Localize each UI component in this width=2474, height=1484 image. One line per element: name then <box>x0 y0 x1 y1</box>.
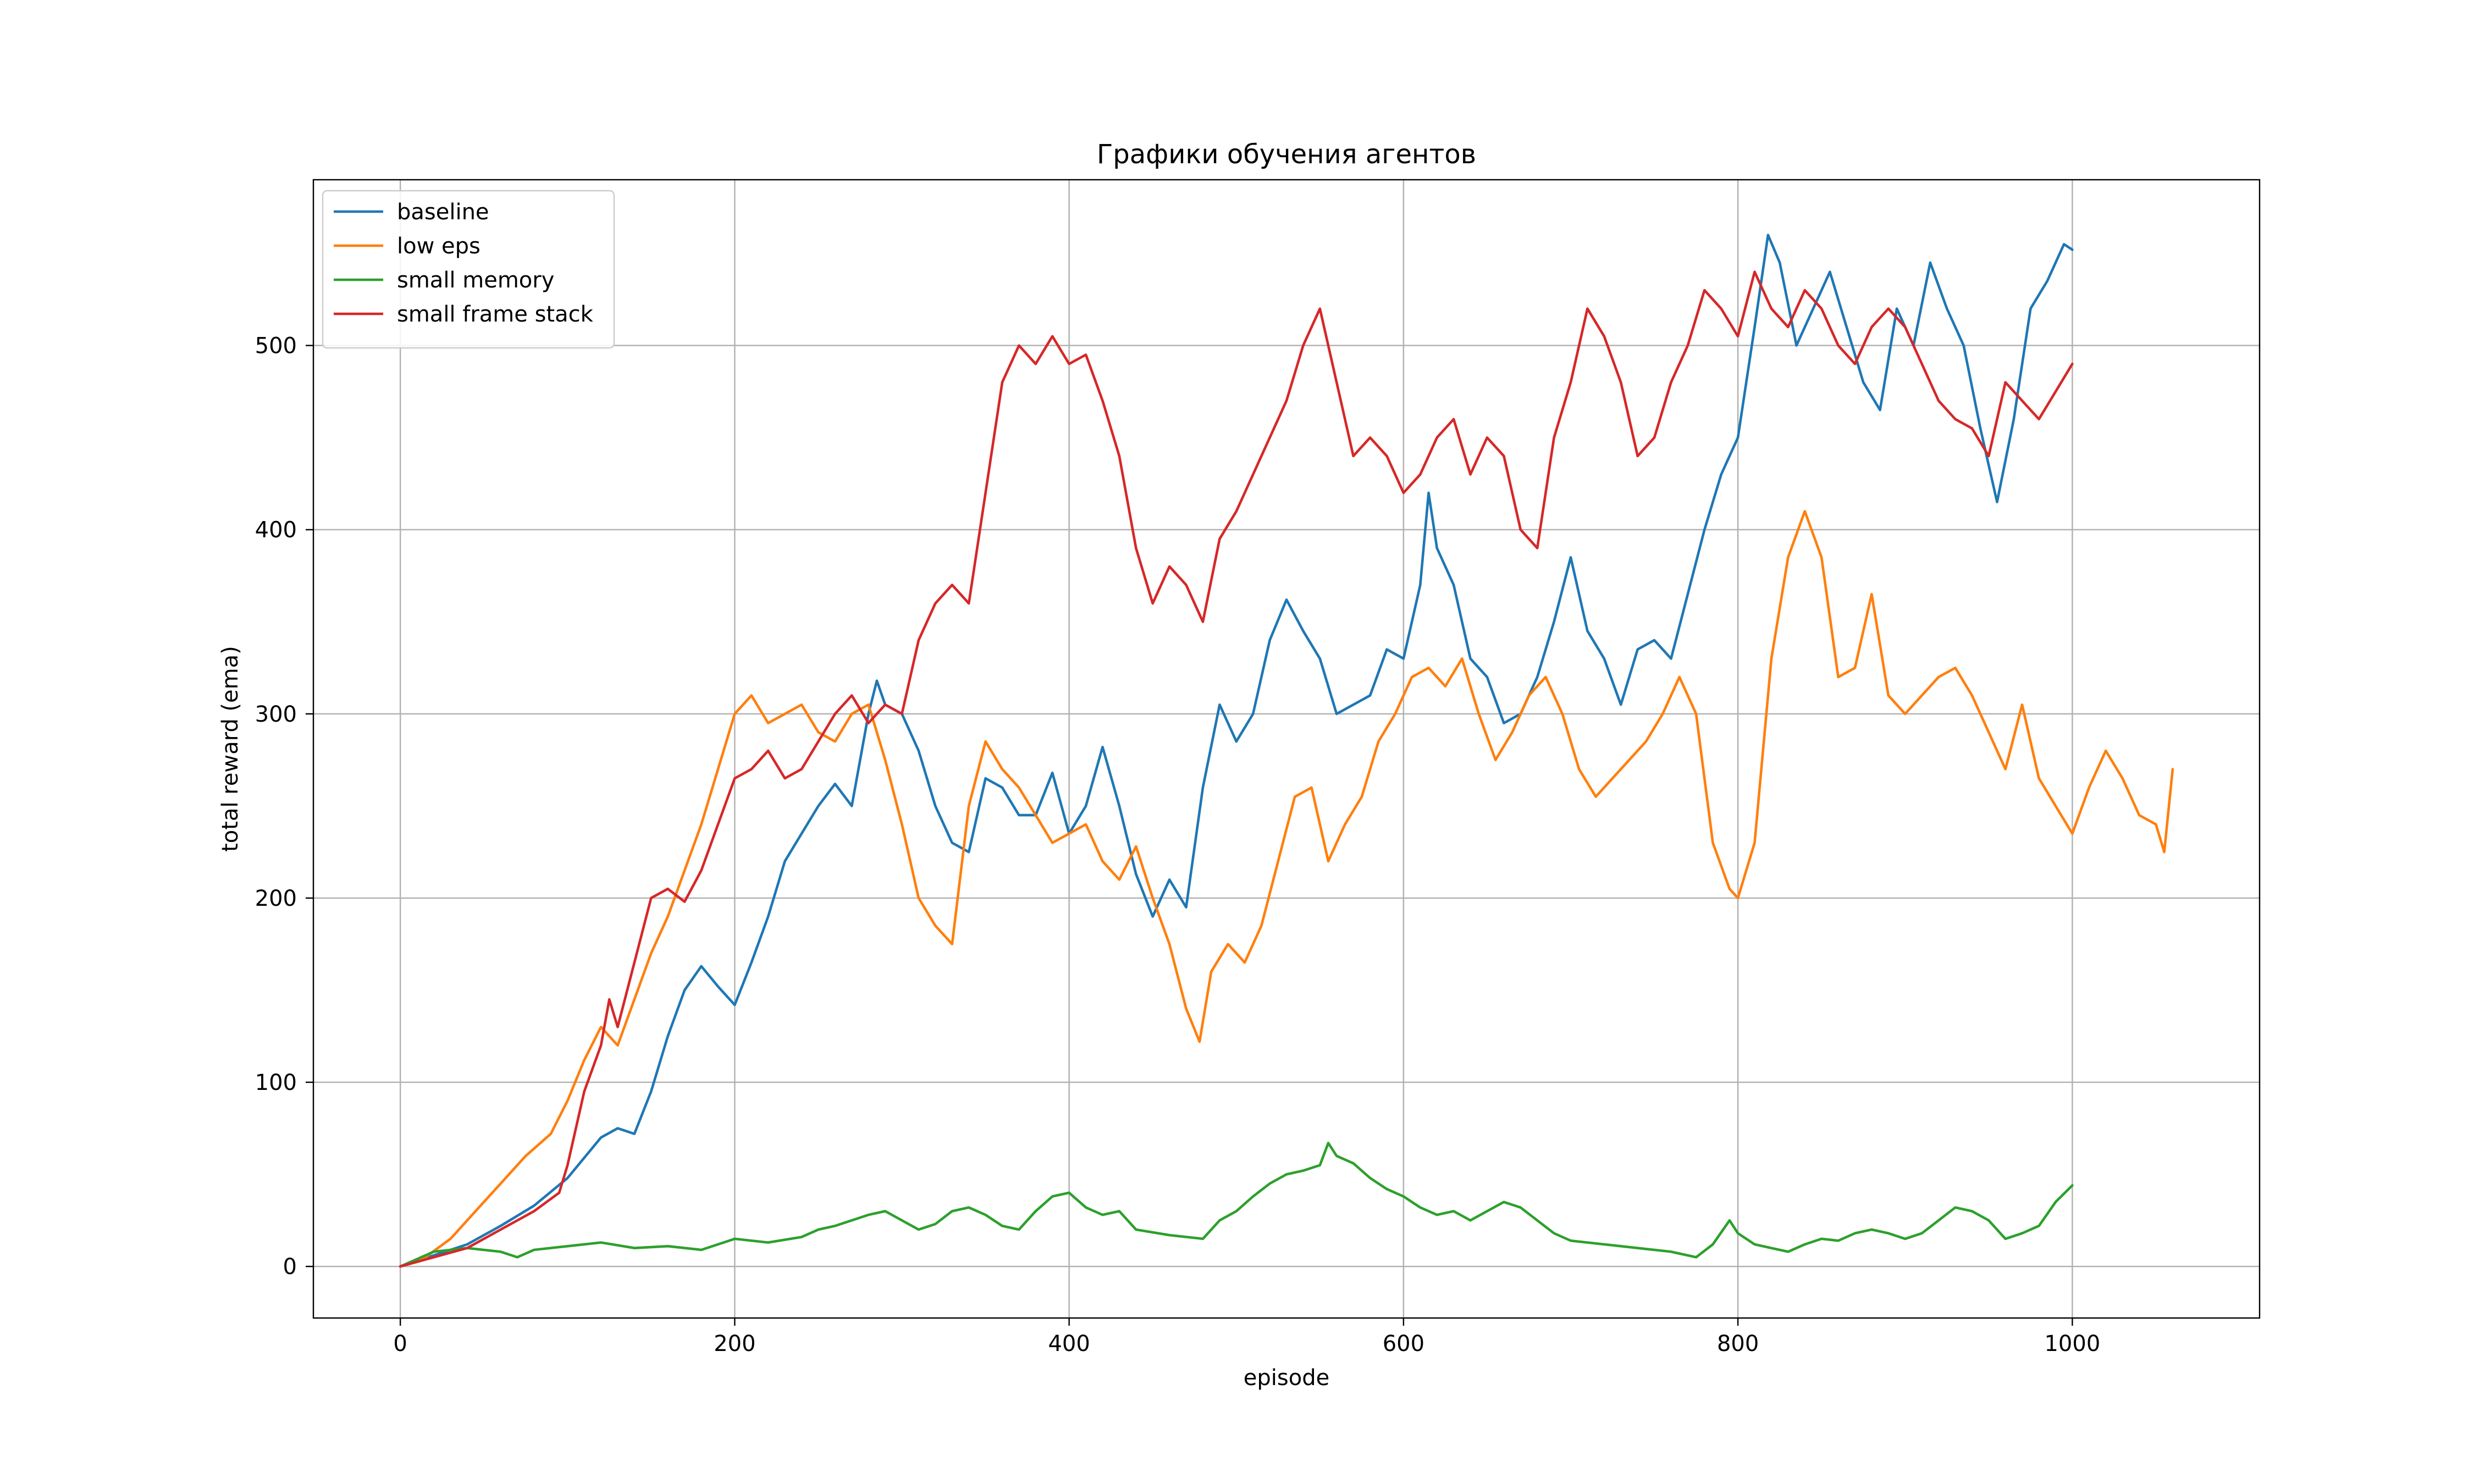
x-tick-label: 400 <box>1048 1331 1090 1356</box>
chart-title: Графики обучения агентов <box>1097 139 1476 170</box>
axis-ticks: 0 200 400 600 800 1000 0 100 200 300 400 500 <box>255 334 2101 1356</box>
legend: baseline low eps small memory small frame s… <box>322 190 615 349</box>
legend-label-low-eps: low eps <box>397 234 481 259</box>
legend-box <box>322 190 615 349</box>
legend-label-small-frame-stack: small frame stack <box>397 302 594 327</box>
y-tick-label: 0 <box>283 1254 297 1280</box>
y-tick-label: 200 <box>255 886 297 911</box>
series-line-small-memory <box>399 1142 2074 1268</box>
series-line-low-eps <box>399 510 2174 1268</box>
series-line-small-frame-stack <box>399 270 2074 1268</box>
legend-label-baseline: baseline <box>397 200 489 225</box>
legend-label-small-memory: small memory <box>397 268 554 293</box>
x-tick-label: 1000 <box>2044 1331 2100 1356</box>
x-tick-label: 800 <box>1717 1331 1759 1356</box>
y-axis-label: total reward (ema) <box>218 646 243 852</box>
series-line-baseline <box>399 234 2074 1268</box>
x-tick-label: 0 <box>393 1331 407 1356</box>
y-tick-label: 400 <box>255 518 297 543</box>
x-axis-label: episode <box>1244 1365 1329 1391</box>
y-tick-label: 300 <box>255 702 297 727</box>
x-tick-label: 600 <box>1383 1331 1424 1356</box>
x-tick-label: 200 <box>714 1331 755 1356</box>
grid-lines <box>313 180 2260 1318</box>
y-tick-label: 100 <box>255 1070 297 1095</box>
y-tick-label: 500 <box>255 334 297 359</box>
series-lines <box>399 234 2174 1268</box>
axes-frame <box>312 179 2261 1319</box>
